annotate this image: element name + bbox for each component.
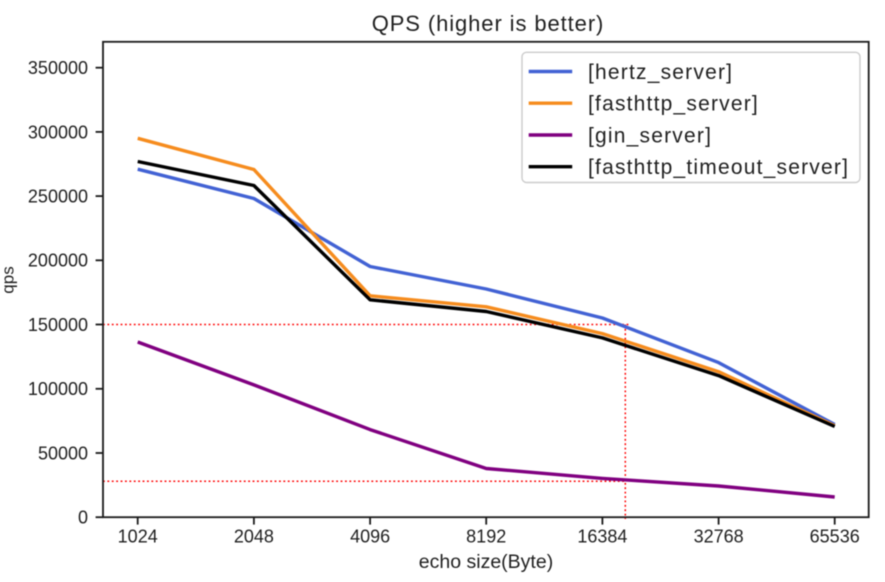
svg-text:100000: 100000 bbox=[28, 379, 88, 399]
svg-text:[gin_server]: [gin_server] bbox=[588, 124, 712, 147]
svg-text:qps: qps bbox=[0, 266, 18, 293]
svg-text:1024: 1024 bbox=[118, 527, 158, 547]
svg-text:200000: 200000 bbox=[28, 251, 88, 271]
svg-text:[fasthttp_server]: [fasthttp_server] bbox=[588, 93, 759, 116]
svg-text:0: 0 bbox=[78, 508, 88, 528]
svg-text:32768: 32768 bbox=[694, 527, 744, 547]
svg-text:50000: 50000 bbox=[38, 443, 88, 463]
svg-text:[hertz_server]: [hertz_server] bbox=[588, 61, 733, 84]
svg-text:250000: 250000 bbox=[28, 187, 88, 207]
svg-text:4096: 4096 bbox=[350, 527, 390, 547]
svg-text:QPS (higher is better): QPS (higher is better) bbox=[372, 11, 605, 36]
svg-text:echo size(Byte): echo size(Byte) bbox=[419, 551, 553, 573]
svg-text:16384: 16384 bbox=[577, 527, 627, 547]
svg-text:2048: 2048 bbox=[234, 527, 274, 547]
svg-text:300000: 300000 bbox=[28, 122, 88, 142]
svg-text:150000: 150000 bbox=[28, 315, 88, 335]
svg-text:65536: 65536 bbox=[810, 527, 860, 547]
svg-text:8192: 8192 bbox=[466, 527, 506, 547]
svg-text:350000: 350000 bbox=[28, 58, 88, 78]
svg-text:[fasthttp_timeout_server]: [fasthttp_timeout_server] bbox=[588, 156, 849, 179]
